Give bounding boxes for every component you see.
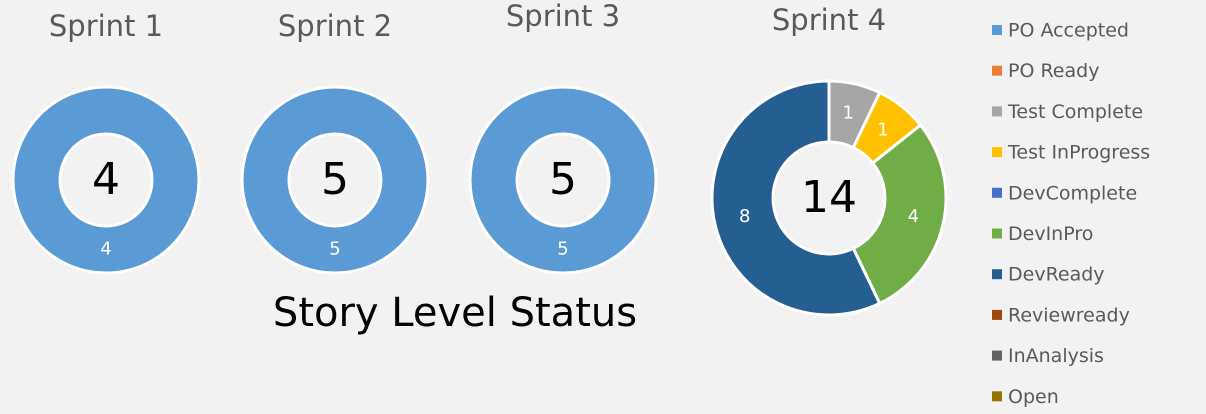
legend-swatch [992,187,1002,198]
center-total: 5 [321,154,349,205]
legend-swatch [992,147,1002,158]
chart-title: Sprint 4 [772,3,886,37]
donut-segment [468,85,658,275]
legend-label: PO Accepted [1008,20,1129,42]
donut-segment [851,122,948,306]
dashboard-title: Story Level Status [273,290,637,336]
legend-label: Test InProgress [1007,142,1150,164]
donut-segment [11,85,201,275]
legend-swatch [992,350,1002,361]
chart-title: Sprint 3 [506,0,620,33]
data-label: 4 [908,206,919,227]
legend-label: DevReady [1008,264,1105,286]
center-total: 4 [92,154,120,205]
legend-label: Reviewready [1008,304,1130,326]
legend-label: Open [1008,386,1059,408]
legend-label: InAnalysis [1008,345,1104,367]
data-label: 5 [329,239,340,260]
data-label: 5 [557,239,568,260]
legend-swatch [992,228,1002,239]
legend-label: DevInPro [1008,223,1093,245]
donut-segment [240,85,430,275]
legend-swatch [992,25,1002,35]
data-label: 1 [843,103,854,124]
legend-swatch [992,106,1002,117]
data-label: 8 [739,206,750,227]
data-label: 4 [100,239,111,260]
legend-label: Test Complete [1007,101,1143,123]
center-total: 5 [549,154,577,205]
legend-label: PO Ready [1008,60,1099,82]
chart-title: Sprint 1 [49,9,163,43]
legend-swatch [992,269,1002,280]
legend-swatch [992,309,1002,320]
data-label: 1 [877,119,888,140]
legend-swatch [992,391,1002,402]
chart-title: Sprint 2 [278,9,392,43]
center-total: 14 [801,172,857,223]
legend-swatch [992,65,1002,76]
donut-segment [710,79,882,317]
legend-label: DevComplete [1008,182,1137,204]
